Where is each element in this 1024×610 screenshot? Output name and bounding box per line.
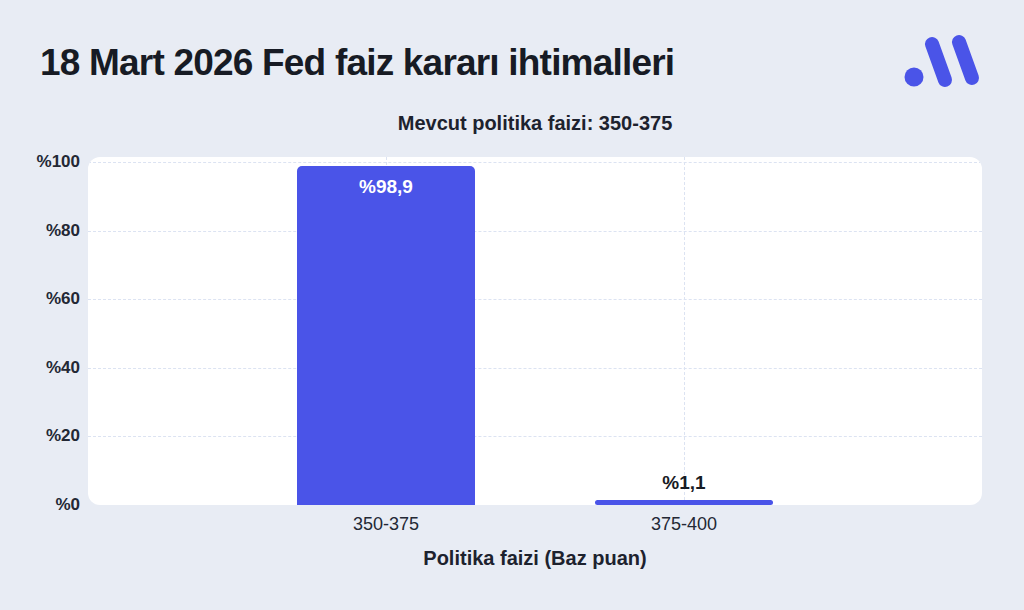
bar-value-label: %98,9 — [297, 176, 475, 198]
bar — [297, 166, 475, 505]
x-category-label: 350-375 — [296, 513, 476, 535]
chart-subtitle: Mevcut politika faizi: 350-375 — [88, 112, 982, 135]
horizontal-gridline — [88, 368, 982, 369]
page-title: 18 Mart 2026 Fed faiz kararı ihtimalleri — [40, 42, 674, 84]
x-category-label: 375-400 — [594, 513, 774, 535]
y-tick-label: %40 — [0, 357, 80, 379]
midas-logo-icon — [901, 32, 985, 92]
bar-value-label: %1,1 — [595, 472, 773, 494]
horizontal-gridline — [88, 162, 982, 163]
y-tick-label: %100 — [0, 151, 80, 173]
y-tick-label: %0 — [0, 494, 80, 516]
y-tick-label: %20 — [0, 425, 80, 447]
y-tick-label: %60 — [0, 288, 80, 310]
horizontal-gridline — [88, 231, 982, 232]
y-tick-label: %80 — [0, 220, 80, 242]
page: 18 Mart 2026 Fed faiz kararı ihtimalleri… — [0, 0, 1024, 610]
y-axis: %100%80%60%40%20%0 — [0, 157, 80, 505]
horizontal-gridline — [88, 436, 982, 437]
horizontal-gridline — [88, 299, 982, 300]
x-axis-title: Politika faizi (Baz puan) — [88, 547, 982, 570]
vertical-gridline — [684, 157, 685, 505]
plot-area: %98,9 %1,1 — [88, 157, 982, 505]
x-axis-categories: 350-375 375-400 — [88, 505, 982, 537]
